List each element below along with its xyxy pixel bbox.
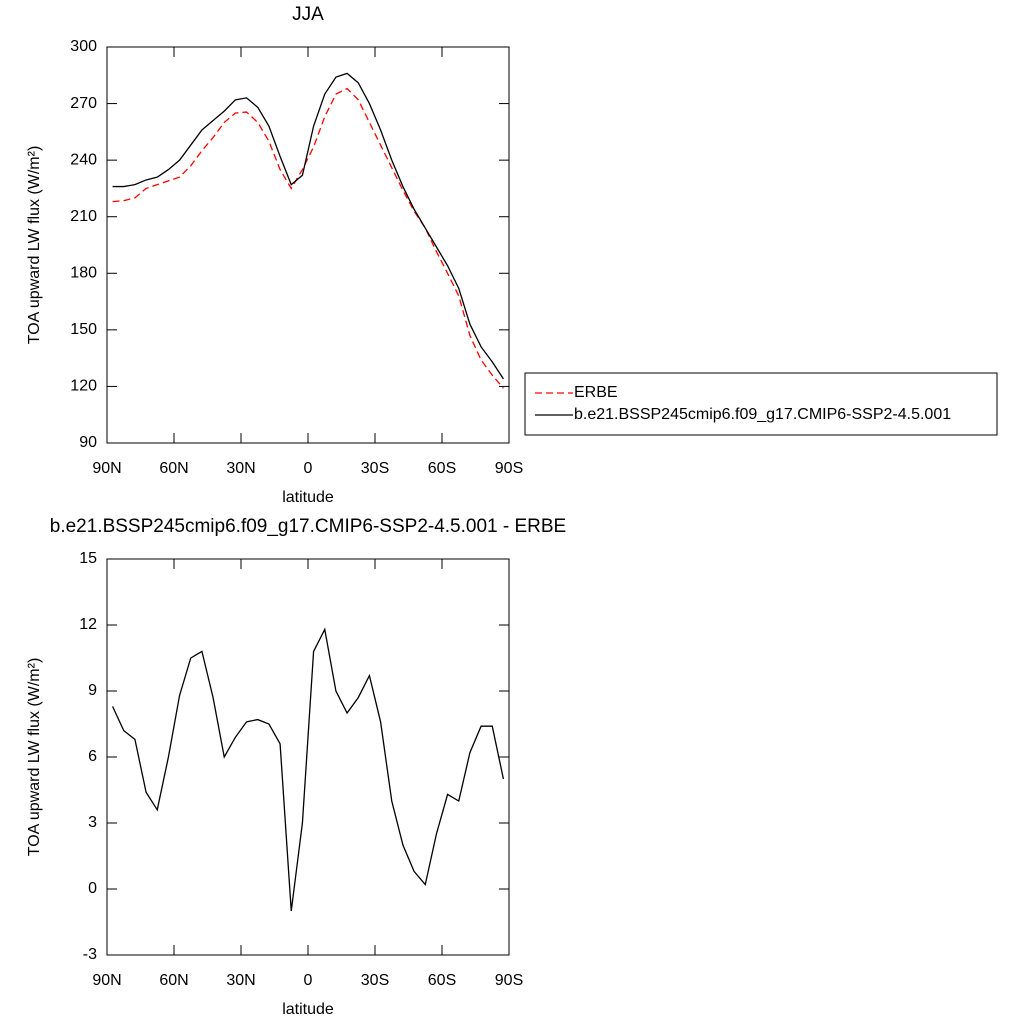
y-tick-label: 90	[79, 434, 97, 451]
x-tick-label: 90S	[495, 460, 523, 477]
x-tick-label: 30S	[361, 460, 389, 477]
y-tick-label: 0	[88, 880, 97, 897]
x-tick-label: 0	[304, 972, 313, 989]
plot-frame	[106, 46, 510, 444]
y-axis-label: TOA upward LW flux (W/m²)	[26, 146, 43, 345]
y-tick-label: 150	[70, 321, 97, 338]
data-line	[112, 72, 504, 380]
chart-title: JJA	[292, 4, 324, 25]
x-tick-label: 60N	[159, 972, 188, 989]
x-tick-label: 90N	[92, 460, 121, 477]
x-axis-label: latitude	[282, 1001, 334, 1018]
legend-label: ERBE	[574, 384, 618, 401]
x-tick-label: 30S	[361, 972, 389, 989]
y-tick-label: 12	[79, 616, 97, 633]
x-tick-label: 30N	[226, 972, 255, 989]
x-tick-label: 30N	[226, 460, 255, 477]
y-tick-label: -3	[83, 946, 97, 963]
y-tick-label: 180	[70, 265, 97, 282]
y-tick-label: 3	[88, 814, 97, 831]
y-axis-label: TOA upward LW flux (W/m²)	[26, 658, 43, 857]
y-tick-label: 300	[70, 38, 97, 55]
x-tick-label: 0	[304, 460, 313, 477]
x-tick-label: 60N	[159, 460, 188, 477]
legend-box	[524, 372, 998, 436]
x-tick-label: 60S	[428, 972, 456, 989]
y-tick-label: 240	[70, 151, 97, 168]
legend-label: b.e21.BSSP245cmip6.f09_g17.CMIP6-SSP2-4.…	[574, 406, 951, 423]
data-line	[111, 627, 505, 912]
y-tick-label: 210	[70, 208, 97, 225]
y-tick-label: 9	[88, 682, 97, 699]
y-tick-label: 6	[88, 748, 97, 765]
y-tick-label: 120	[70, 378, 97, 395]
y-tick-label: 270	[70, 95, 97, 112]
y-tick-label: 15	[79, 550, 97, 567]
plot-frame	[106, 558, 510, 956]
chart-title: b.e21.BSSP245cmip6.f09_g17.CMIP6-SSP2-4.…	[50, 516, 566, 537]
x-tick-label: 90S	[495, 972, 523, 989]
data-line	[112, 87, 504, 389]
x-tick-label: 60S	[428, 460, 456, 477]
x-axis-label: latitude	[282, 489, 334, 506]
x-tick-label: 90N	[92, 972, 121, 989]
